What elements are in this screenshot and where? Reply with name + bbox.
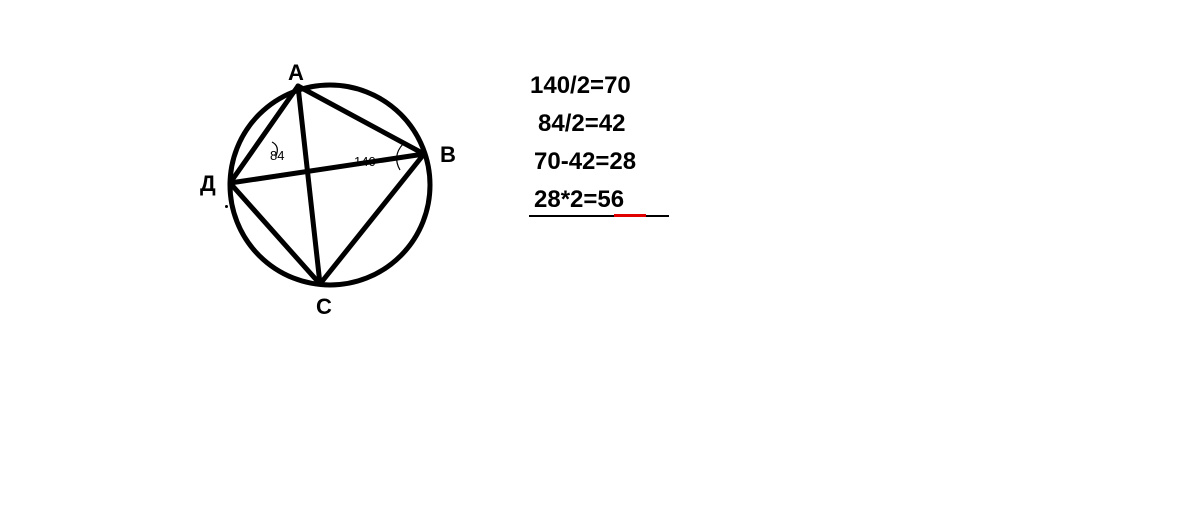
equation-line-0: 140/2=70 [530, 72, 636, 100]
point-label-C: С [316, 294, 332, 320]
chord-BC [320, 154, 424, 284]
angle-label-1: 140 [354, 154, 376, 169]
angle-label-0: 84 [270, 148, 284, 163]
point-label-B: В [440, 142, 456, 168]
chord-BD [230, 154, 424, 183]
equation-line-3: 28*2=56 [534, 186, 636, 214]
point-label-A: А [288, 60, 304, 86]
final-underline-black [529, 215, 669, 217]
dot-0 [225, 205, 228, 208]
chord-AC [298, 86, 320, 284]
final-underline-red [614, 214, 646, 217]
equations-list: 140/2=70 84/2=42 70-42=28 28*2=56 [530, 72, 636, 214]
chord-AD [230, 86, 298, 183]
equation-line-1: 84/2=42 [538, 110, 636, 138]
equation-line-2: 70-42=28 [534, 148, 636, 176]
point-label-D: Д [200, 171, 216, 197]
